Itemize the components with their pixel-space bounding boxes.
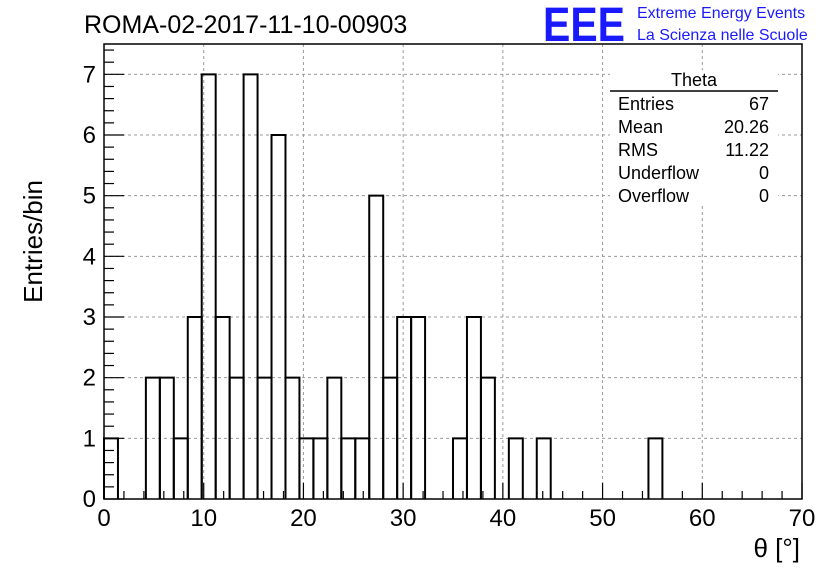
histogram-bar [354, 437, 371, 499]
histogram-bars [103, 73, 664, 499]
histogram-bar [340, 437, 357, 499]
stats-row-label: Underflow [618, 163, 700, 183]
stats-row-value: 11.22 [725, 140, 769, 160]
x-axis-label: θ [°] [753, 533, 800, 563]
histogram-bar [507, 437, 524, 499]
run-title: ROMA-02-2017-11-10-00903 [84, 11, 407, 39]
histogram-bar [103, 437, 119, 499]
stats-row-label: Mean [618, 117, 663, 137]
y-tick-label: 6 [83, 122, 96, 149]
stats-row-value: 67 [749, 94, 769, 114]
histogram-bar [382, 376, 399, 499]
histogram-bar [368, 194, 385, 499]
x-tick-label: 0 [97, 505, 110, 532]
x-tick-label: 70 [789, 505, 816, 532]
histogram-bar [535, 437, 552, 499]
x-tick-label: 50 [589, 505, 616, 532]
stats-box: Theta Entries 67 Mean 20.26 RMS 11.22 Underflo… [610, 70, 778, 206]
stats-row-label: Overflow [618, 186, 690, 206]
grid-lines [104, 44, 802, 499]
histogram-bar [452, 437, 468, 499]
plot-frame [103, 43, 803, 500]
axis-ticks [103, 49, 803, 500]
y-tick-label: 4 [83, 243, 96, 270]
histogram-bar [298, 437, 315, 499]
histogram-bar [172, 437, 189, 499]
x-tick-label: 30 [390, 505, 417, 532]
histogram-bar [186, 316, 203, 499]
stats-title: Theta [671, 70, 718, 90]
y-tick-label: 1 [83, 425, 96, 452]
x-tick-label: 20 [290, 505, 317, 532]
histogram-bar [242, 73, 259, 499]
y-tick-labels: 0 1 2 3 4 5 6 7 [83, 61, 96, 513]
stats-row-label: Entries [618, 94, 674, 114]
histogram-bar [647, 437, 664, 499]
histogram-bar [479, 376, 496, 499]
histogram-bar [312, 437, 329, 499]
histogram-bar [396, 316, 413, 499]
y-tick-label: 2 [83, 365, 96, 392]
eee-logo: EEE [543, 0, 625, 52]
y-tick-label: 3 [83, 304, 96, 331]
stats-row-value: 20.26 [724, 117, 769, 137]
logo-line-2: La Scienza nelle Scuole [637, 27, 808, 44]
stats-row-value: 0 [759, 186, 769, 206]
x-tick-label: 10 [190, 505, 217, 532]
histogram-bar [410, 316, 427, 499]
y-tick-label: 0 [83, 486, 96, 513]
stats-row-label: RMS [618, 140, 658, 160]
x-tick-label: 60 [689, 505, 716, 532]
histogram-bar [256, 376, 273, 499]
y-tick-label: 5 [83, 183, 96, 210]
x-tick-label: 40 [490, 505, 517, 532]
y-tick-label: 7 [83, 61, 96, 88]
histogram-bar [270, 134, 287, 499]
logo-line-1: Extreme Energy Events [637, 5, 805, 22]
x-tick-labels: 0 10 20 30 40 50 60 70 [97, 505, 815, 532]
stats-row-value: 0 [759, 163, 769, 183]
y-axis-label: Entries/bin [18, 180, 48, 303]
histogram-bar [214, 316, 231, 499]
histogram-bar [200, 73, 217, 499]
histogram-bar [465, 316, 482, 499]
